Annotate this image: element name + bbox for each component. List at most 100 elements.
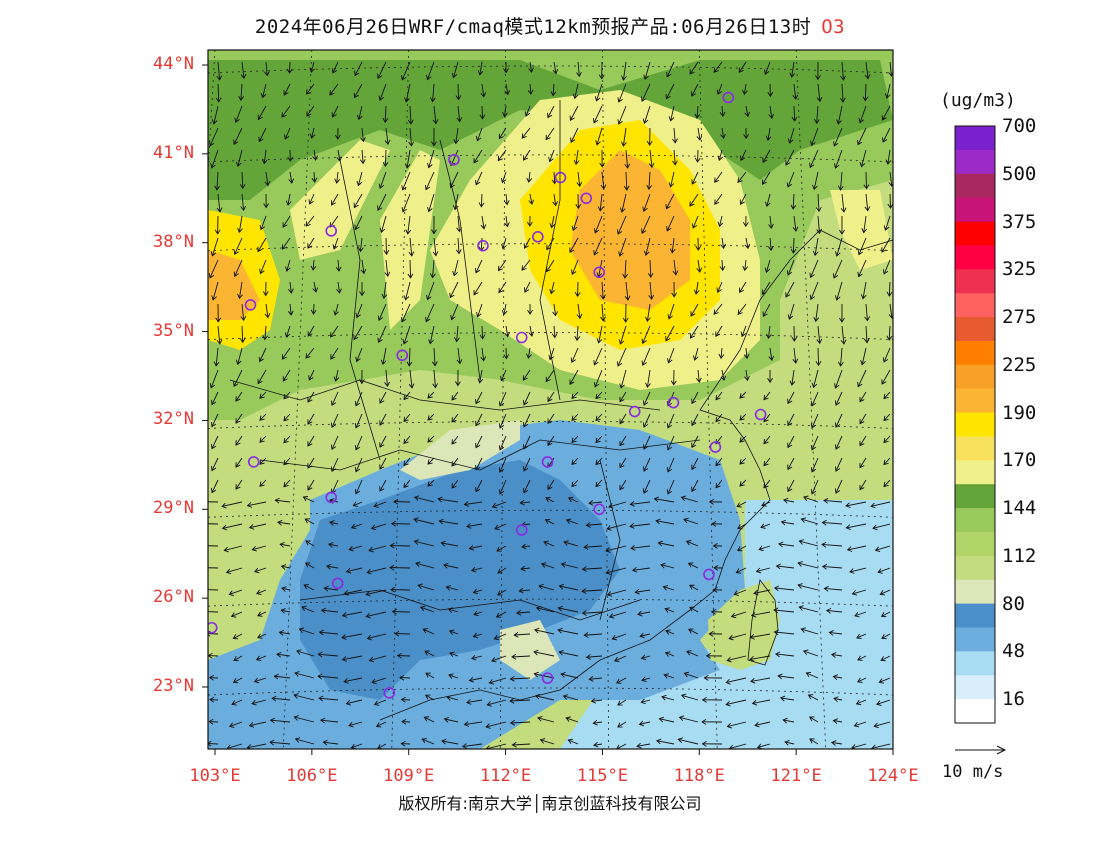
wind-arrow	[259, 457, 267, 465]
wind-arrow-head	[767, 377, 773, 384]
wind-arrow-head	[614, 656, 620, 663]
lat-label: 38°N	[153, 231, 194, 252]
colorbar-swatch	[955, 627, 995, 652]
wind-arrow-head	[456, 117, 463, 123]
wind-arrow-head	[497, 568, 503, 574]
wind-arrow	[617, 721, 627, 728]
wind-arrow	[835, 479, 843, 494]
colorbar-label: 190	[1002, 401, 1037, 424]
wind-arrow-head	[466, 699, 472, 705]
wind-arrow-head	[281, 586, 287, 592]
wind-arrow-head	[304, 562, 311, 568]
wind-arrow	[666, 215, 675, 231]
wind-arrow	[403, 413, 411, 422]
wind-arrow	[763, 479, 771, 488]
wind-arrow-head	[308, 199, 314, 205]
wind-arrow-head	[606, 525, 612, 531]
wind-arrow	[577, 61, 580, 77]
station-marker	[325, 225, 338, 237]
lon-label: 121°E	[770, 766, 822, 786]
wind-arrow	[265, 171, 269, 186]
station-marker	[541, 456, 554, 468]
wind-arrow-head	[798, 605, 804, 611]
wind-arrow-head	[454, 337, 460, 343]
wind-arrow-head	[638, 720, 645, 727]
wind-arrow	[689, 606, 699, 613]
wind-arrow-head	[356, 180, 363, 187]
wind-arrow	[211, 457, 219, 471]
wind-arrow-head	[545, 376, 551, 383]
wind-arrow-head	[318, 629, 325, 636]
wind-arrow-head	[451, 72, 458, 79]
wind-arrow	[354, 83, 363, 98]
wind-arrow	[520, 501, 531, 504]
wind-arrow-head	[665, 629, 671, 635]
wind-arrow	[241, 193, 245, 211]
wind-arrow	[641, 655, 651, 659]
wind-arrow-head	[740, 331, 747, 338]
wind-arrow-head	[666, 401, 673, 407]
wind-arrow-head	[431, 229, 437, 235]
wind-arrow-head	[810, 467, 817, 473]
wind-arrow	[337, 281, 340, 294]
wind-arrow	[665, 83, 675, 100]
wind-arrow-head	[438, 518, 444, 525]
wind-arrow-head	[259, 459, 265, 465]
wind-arrow	[640, 633, 651, 637]
wind-arrow-head	[668, 116, 675, 122]
wind-arrow-head	[473, 610, 479, 617]
wind-arrow-head	[696, 267, 703, 273]
wind-arrow	[694, 347, 699, 361]
wind-arrow-head	[863, 184, 870, 190]
wind-arrow	[382, 347, 387, 365]
wind-arrow	[618, 83, 627, 103]
wind-arrow-head	[209, 141, 215, 147]
wind-arrow	[851, 743, 867, 749]
wind-arrow	[358, 105, 363, 120]
wind-arrow	[332, 61, 339, 74]
wind-arrow-head	[815, 361, 822, 367]
wind-arrow-head	[576, 71, 582, 78]
wind-arrow	[881, 611, 891, 617]
wind-arrow	[500, 369, 507, 381]
wind-arrow	[211, 237, 219, 257]
wind-arrow-head	[611, 634, 617, 641]
wind-arrow-head	[849, 568, 855, 574]
wind-arrow	[408, 347, 411, 366]
wind-arrow	[753, 589, 771, 594]
wind-arrow-head	[768, 355, 775, 362]
wind-arrow	[486, 721, 507, 728]
wind-arrow-head	[293, 693, 299, 699]
wind-arrow-head	[791, 336, 798, 342]
wind-arrow	[571, 413, 579, 421]
wind-arrow-head	[714, 177, 720, 183]
wind-arrow	[566, 519, 579, 525]
wind-arrow-head	[523, 243, 529, 249]
wind-arrow	[229, 589, 243, 595]
wind-arrow	[841, 193, 845, 213]
wind-arrow	[861, 149, 867, 167]
wind-arrow	[449, 630, 459, 635]
wind-arrow-head	[573, 159, 580, 166]
wind-arrow	[738, 61, 747, 73]
wind-arrow-head	[237, 293, 243, 300]
map-frame	[207, 49, 894, 750]
wind-arrow-head	[811, 382, 818, 389]
wind-arrow	[306, 105, 315, 117]
wind-arrow	[729, 743, 747, 749]
wind-arrow-head	[595, 437, 601, 444]
wind-arrow-head	[431, 141, 437, 147]
wind-arrow-head	[522, 444, 529, 450]
wind-arrow	[427, 457, 435, 465]
wind-arrow	[859, 413, 867, 424]
wind-arrow-head	[360, 137, 366, 143]
wind-arrow	[427, 435, 435, 443]
wind-arrow-head	[354, 489, 361, 495]
wind-arrow	[281, 105, 291, 118]
wind-arrow-head	[504, 332, 511, 338]
wind-arrow-head	[379, 398, 385, 404]
wind-arrow-head	[503, 354, 510, 360]
wind-arrow	[415, 562, 435, 569]
lat-gridline	[208, 154, 893, 163]
wind-arrow-head	[261, 159, 268, 165]
